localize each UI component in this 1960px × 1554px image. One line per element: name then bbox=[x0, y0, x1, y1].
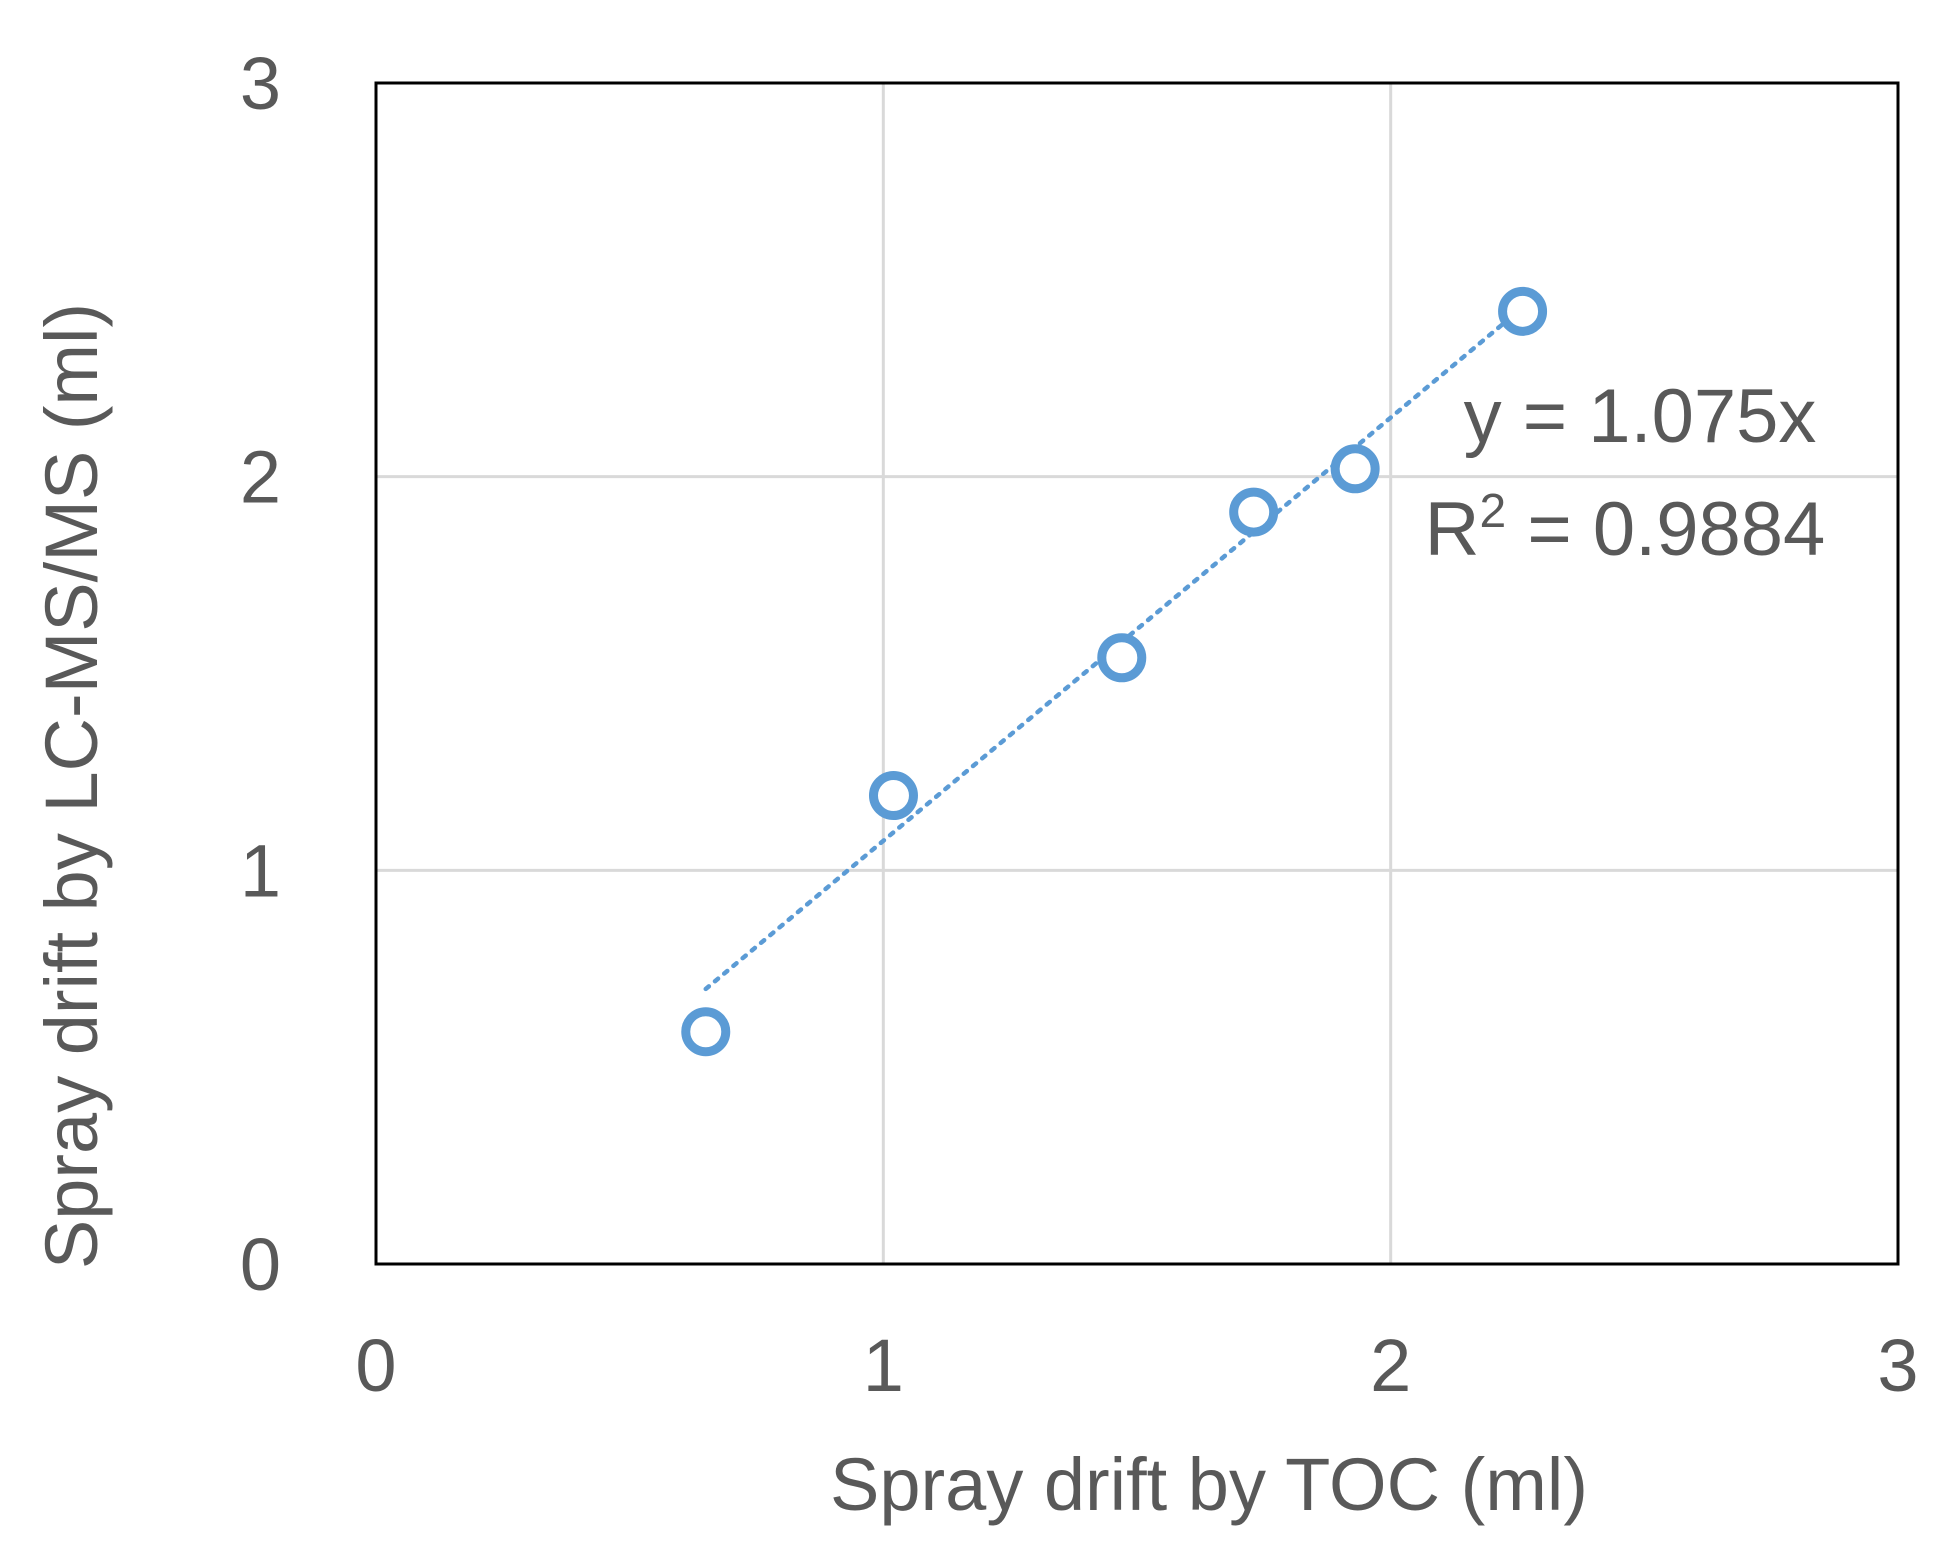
data-point-6 bbox=[1498, 286, 1548, 336]
r-squared-label: R2 = 0.9884 bbox=[1425, 485, 1826, 572]
data-point-1 bbox=[681, 1007, 731, 1057]
x-tick-label-0: 0 bbox=[355, 1324, 396, 1407]
data-point-2 bbox=[868, 771, 918, 821]
equation-label: y = 1.075x bbox=[1464, 374, 1817, 459]
plot-frame bbox=[374, 81, 1900, 1266]
y-tick-label-0: 0 bbox=[240, 1223, 281, 1306]
data-point-3 bbox=[1097, 633, 1147, 683]
x-tick-label-3: 3 bbox=[1877, 1324, 1918, 1407]
y-tick-label-2: 2 bbox=[240, 436, 281, 519]
trendline-equation: y = 1.075x R2 = 0.9884 bbox=[1425, 374, 1826, 572]
grid bbox=[376, 83, 1898, 1264]
y-tick-label-1: 1 bbox=[240, 829, 281, 912]
data-points bbox=[681, 286, 1548, 1057]
tick-labels: 0 1 2 3 0 1 2 3 bbox=[240, 42, 1919, 1407]
x-tick-label-2: 2 bbox=[1370, 1324, 1411, 1407]
data-point-5 bbox=[1330, 444, 1380, 494]
data-point-4 bbox=[1229, 487, 1279, 537]
x-axis-title: Spray drift by TOC (ml) bbox=[830, 1443, 1588, 1526]
y-axis-title: Spray drift by LC-MS/MS (ml) bbox=[30, 303, 113, 1269]
x-tick-label-1: 1 bbox=[863, 1324, 904, 1407]
y-tick-label-3: 3 bbox=[240, 42, 281, 125]
